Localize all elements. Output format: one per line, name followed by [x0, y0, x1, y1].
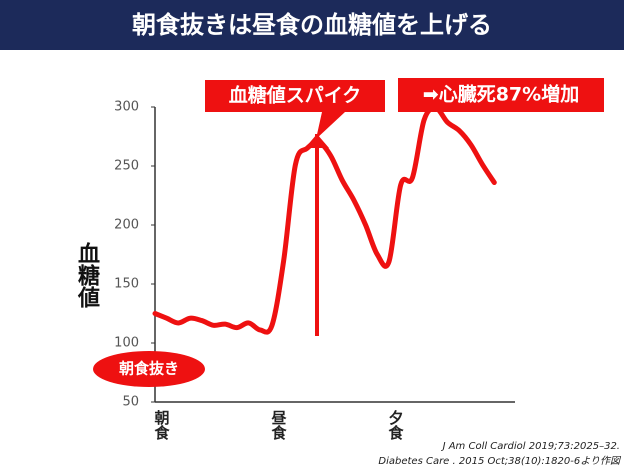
y-tick-label: 200: [114, 218, 139, 233]
y-tick-label: 300: [114, 100, 139, 115]
title-bar: [0, 0, 624, 50]
plot: 50 100 150 200 250 300 朝食 昼食 夕食: [114, 100, 497, 441]
spike-arrow-shaft: [315, 134, 319, 336]
citation: J Am Coll Cardiol 2019;73:2025–32.: [441, 441, 620, 452]
data-line: [152, 105, 497, 335]
annotation: 血糖値スパイク: [229, 84, 362, 107]
x-tick-label: 夕食: [387, 409, 405, 441]
citation: Diabetes Care . 2015 Oct;38(10):1820-6より…: [378, 455, 622, 467]
annotation: ➡心臓死87%増加: [423, 83, 579, 106]
y-axis-label: 血糖値: [74, 241, 101, 308]
callout: [205, 80, 385, 139]
y-tick-label: 150: [114, 277, 139, 292]
annotation-ellipse: [93, 351, 205, 387]
y-tick-label: 50: [122, 395, 139, 410]
annotation: 朝食抜き: [119, 360, 179, 378]
y-tick-label: 100: [114, 336, 139, 351]
annotation-box: [398, 78, 604, 112]
x-tick-label: 朝食: [153, 410, 171, 441]
y-tick-label: 250: [114, 159, 139, 174]
spike-arrow-head: [305, 134, 329, 148]
x-tick-label: 昼食: [270, 410, 288, 441]
chart-title: 朝食抜きは昼食の血糖値を上げる: [132, 11, 492, 39]
